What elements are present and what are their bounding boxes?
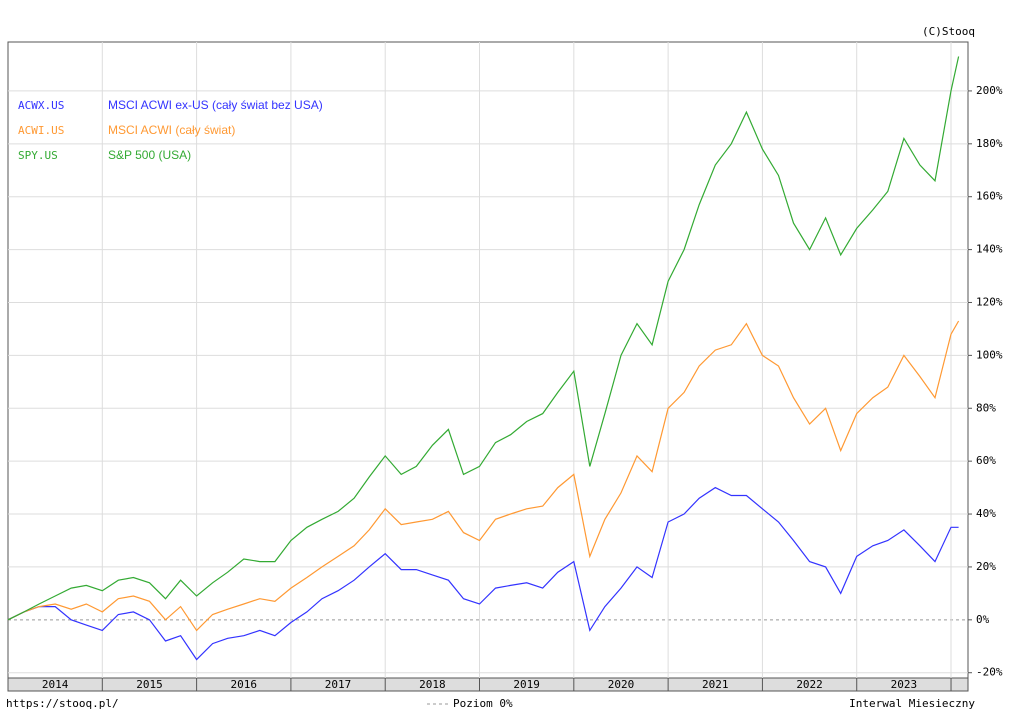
x-tick-label: 2017 — [325, 678, 352, 691]
y-tick-label: 100% — [976, 348, 1003, 361]
x-tick-label: 2021 — [702, 678, 729, 691]
legend-ticker: SPY.US — [18, 149, 58, 162]
legend-description: S&P 500 (USA) — [108, 148, 191, 162]
y-tick-label: -20% — [976, 666, 1003, 679]
x-tick-label: 2016 — [231, 678, 258, 691]
series-line — [7, 320, 960, 632]
x-tick-label: 2014 — [42, 678, 69, 691]
plot-area — [7, 41, 969, 679]
legend-ticker: ACWI.US — [18, 124, 64, 137]
x-tick-label: 2023 — [891, 678, 918, 691]
x-tick-label: 2018 — [419, 678, 446, 691]
x-tick-label: 2015 — [136, 678, 163, 691]
x-tick-label: 2022 — [796, 678, 823, 691]
legend-ticker: ACWX.US — [18, 99, 64, 112]
y-tick-label: 60% — [976, 454, 996, 467]
y-tick-label: 140% — [976, 243, 1003, 256]
year-strip — [7, 677, 969, 692]
y-tick-label: 20% — [976, 560, 996, 573]
zero-line-label: Poziom 0% — [453, 697, 513, 710]
y-tick-label: 180% — [976, 137, 1003, 150]
y-tick-label: 80% — [976, 401, 996, 414]
series-line — [7, 486, 959, 661]
y-tick-label: 40% — [976, 507, 996, 520]
legend-description: MSCI ACWI ex-US (cały świat bez USA) — [108, 98, 323, 112]
series-line — [7, 56, 960, 621]
credit: (C)Stooq — [922, 25, 975, 38]
y-tick-label: 200% — [976, 84, 1003, 97]
x-tick-label: 2019 — [513, 678, 540, 691]
interval: Interwal Miesieczny — [849, 697, 975, 710]
y-tick-label: 120% — [976, 295, 1003, 308]
x-tick-label: 2020 — [608, 678, 635, 691]
source: https://stooq.pl/ — [6, 697, 119, 710]
legend-description: MSCI ACWI (cały świat) — [108, 123, 235, 137]
y-tick-label: 0% — [976, 613, 990, 626]
y-tick-label: 160% — [976, 190, 1003, 203]
